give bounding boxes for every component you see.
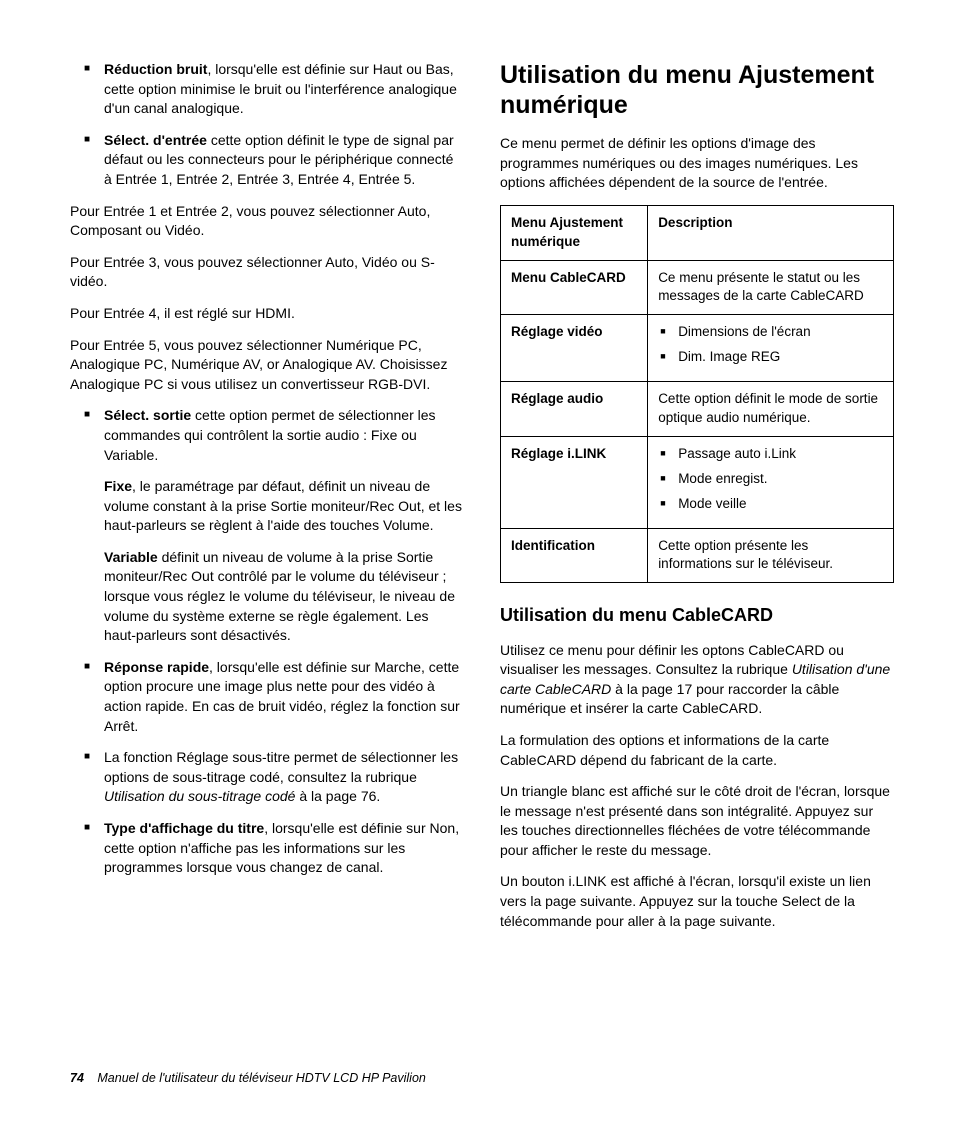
- table-ajustement: Menu Ajustement numérique Description Me…: [500, 205, 894, 584]
- row-label: Identification: [501, 528, 648, 583]
- left-bullets-mid: Sélect. sortie cette option permet de sé…: [70, 406, 464, 877]
- row-label: Menu CableCARD: [501, 260, 648, 315]
- bullet-reduction-bruit: Réduction bruit, lorsqu'elle est définie…: [70, 60, 464, 119]
- desc-list: Passage auto i.Link Mode enregist. Mode ve…: [658, 445, 883, 514]
- sub-bold: Variable: [104, 549, 158, 565]
- bullet-bold: Type d'affichage du titre: [104, 820, 264, 836]
- bullet-bold: Réduction bruit: [104, 61, 207, 77]
- bullet-bold: Sélect. sortie: [104, 407, 191, 423]
- desc-list-item: Passage auto i.Link: [658, 445, 883, 464]
- sub-variable: Variable définit un niveau de volume à l…: [104, 548, 464, 646]
- para-entree12: Pour Entrée 1 et Entrée 2, vous pouvez s…: [70, 202, 464, 241]
- desc-list-item: Dim. Image REG: [658, 348, 883, 367]
- heading-ajustement: Utilisation du menu Ajustement numérique: [500, 60, 894, 120]
- bullet-ital: Utilisation du sous-titrage codé: [104, 788, 295, 804]
- row-desc: Cette option présente les informations s…: [648, 528, 894, 583]
- row-desc: Dimensions de l'écran Dim. Image REG: [648, 315, 894, 382]
- cablecard-p1: Utilisez ce menu pour définir les optons…: [500, 641, 894, 719]
- desc-list-item: Mode veille: [658, 495, 883, 514]
- bullet-select-entree: Sélect. d'entrée cette option définit le…: [70, 131, 464, 190]
- desc-list: Dimensions de l'écran Dim. Image REG: [658, 323, 883, 367]
- para-entree3: Pour Entrée 3, vous pouvez sélectionner …: [70, 253, 464, 292]
- table-row: Réglage audioCette option définit le mod…: [501, 382, 894, 437]
- table-row: IdentificationCette option présente les …: [501, 528, 894, 583]
- row-label: Réglage vidéo: [501, 315, 648, 382]
- para-entree4: Pour Entrée 4, il est réglé sur HDMI.: [70, 304, 464, 324]
- bullet-type-affichage: Type d'affichage du titre, lorsqu'elle e…: [70, 819, 464, 878]
- sub-text: , le paramétrage par défaut, définit un …: [104, 478, 462, 533]
- intro-para: Ce menu permet de définir les options d'…: [500, 134, 894, 193]
- left-column: Réduction bruit, lorsqu'elle est définie…: [70, 60, 464, 943]
- bullet-reponse-rapide: Réponse rapide, lorsqu'elle est définie …: [70, 658, 464, 736]
- page-columns: Réduction bruit, lorsqu'elle est définie…: [70, 60, 894, 943]
- bullet-text-post: à la page 76.: [295, 788, 380, 804]
- table-row: Menu CableCARDCe menu présente le statut…: [501, 260, 894, 315]
- row-desc: Ce menu présente le statut ou les messag…: [648, 260, 894, 315]
- cablecard-p4: Un bouton i.LINK est affiché à l'écran, …: [500, 872, 894, 931]
- bullet-select-sortie: Sélect. sortie cette option permet de sé…: [70, 406, 464, 646]
- bullet-bold: Réponse rapide: [104, 659, 209, 675]
- th-col2: Description: [648, 205, 894, 260]
- row-label: Réglage audio: [501, 382, 648, 437]
- sub-fixe: Fixe, le paramétrage par défaut, définit…: [104, 477, 464, 536]
- bullet-bold: Sélect. d'entrée: [104, 132, 207, 148]
- page-footer: 74 Manuel de l'utilisateur du téléviseur…: [70, 1070, 426, 1088]
- bullet-text-pre: La fonction Réglage sous-titre permet de…: [104, 749, 458, 785]
- page-number: 74: [70, 1071, 84, 1085]
- right-column: Utilisation du menu Ajustement numérique…: [500, 60, 894, 943]
- footer-title: Manuel de l'utilisateur du téléviseur HD…: [97, 1071, 425, 1085]
- row-desc: Passage auto i.Link Mode enregist. Mode ve…: [648, 436, 894, 528]
- table-row: Réglage vidéo Dimensions de l'écran Dim. I…: [501, 315, 894, 382]
- bullet-sous-titre: La fonction Réglage sous-titre permet de…: [70, 748, 464, 807]
- cablecard-p3: Un triangle blanc est affiché sur le côt…: [500, 782, 894, 860]
- heading-cablecard: Utilisation du menu CableCARD: [500, 603, 894, 628]
- row-desc: Cette option définit le mode de sortie o…: [648, 382, 894, 437]
- left-bullets-top: Réduction bruit, lorsqu'elle est définie…: [70, 60, 464, 190]
- th-col1: Menu Ajustement numérique: [501, 205, 648, 260]
- table-row: Réglage i.LINK Passage auto i.Link Mode en…: [501, 436, 894, 528]
- table-header-row: Menu Ajustement numérique Description: [501, 205, 894, 260]
- desc-list-item: Mode enregist.: [658, 470, 883, 489]
- sub-bold: Fixe: [104, 478, 132, 494]
- cablecard-p2: La formulation des options et informatio…: [500, 731, 894, 770]
- row-label: Réglage i.LINK: [501, 436, 648, 528]
- desc-list-item: Dimensions de l'écran: [658, 323, 883, 342]
- para-entree5: Pour Entrée 5, vous pouvez sélectionner …: [70, 336, 464, 395]
